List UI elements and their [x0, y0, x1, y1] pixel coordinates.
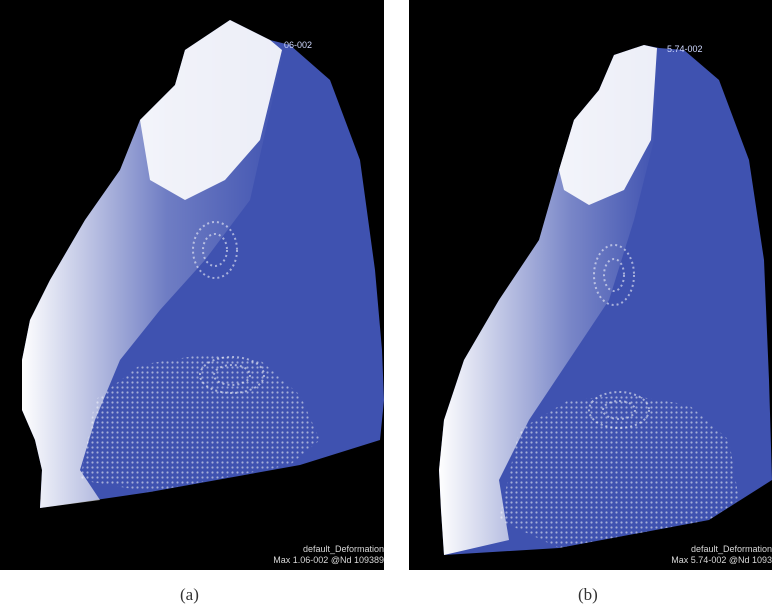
deformation-title-a: default_Deformation: [302, 544, 384, 554]
mesh-dot-region-a: [80, 355, 320, 492]
mesh-render-a: [22, 20, 384, 508]
top-value-label-b: 5.74-002: [667, 44, 703, 54]
caption-b: (b): [578, 585, 598, 604]
top-value-label-a: 06-002: [284, 40, 313, 50]
deformation-title-b: default_Deformation: [690, 544, 772, 554]
mesh-dot-region-b: [499, 395, 739, 548]
deformation-max-b: Max 5.74-002 @Nd 1093: [671, 555, 772, 565]
caption-a: (a): [180, 585, 199, 604]
deformation-max-a: Max 1.06-002 @Nd 109389: [273, 555, 384, 565]
mesh-render-b: [439, 45, 772, 555]
deformation-info-b: default_Deformation Max 5.74-002 @Nd 109…: [671, 544, 772, 566]
mesh-body-blue-a: [22, 20, 384, 508]
deformation-info-a: default_Deformation Max 1.06-002 @Nd 109…: [273, 544, 384, 566]
deformation-plot-a: 06-002 default_Deformation Max 1.06-002 …: [0, 0, 384, 570]
deformation-plot-b: 5.74-002 default_Deformation Max 5.74-00…: [409, 0, 772, 570]
